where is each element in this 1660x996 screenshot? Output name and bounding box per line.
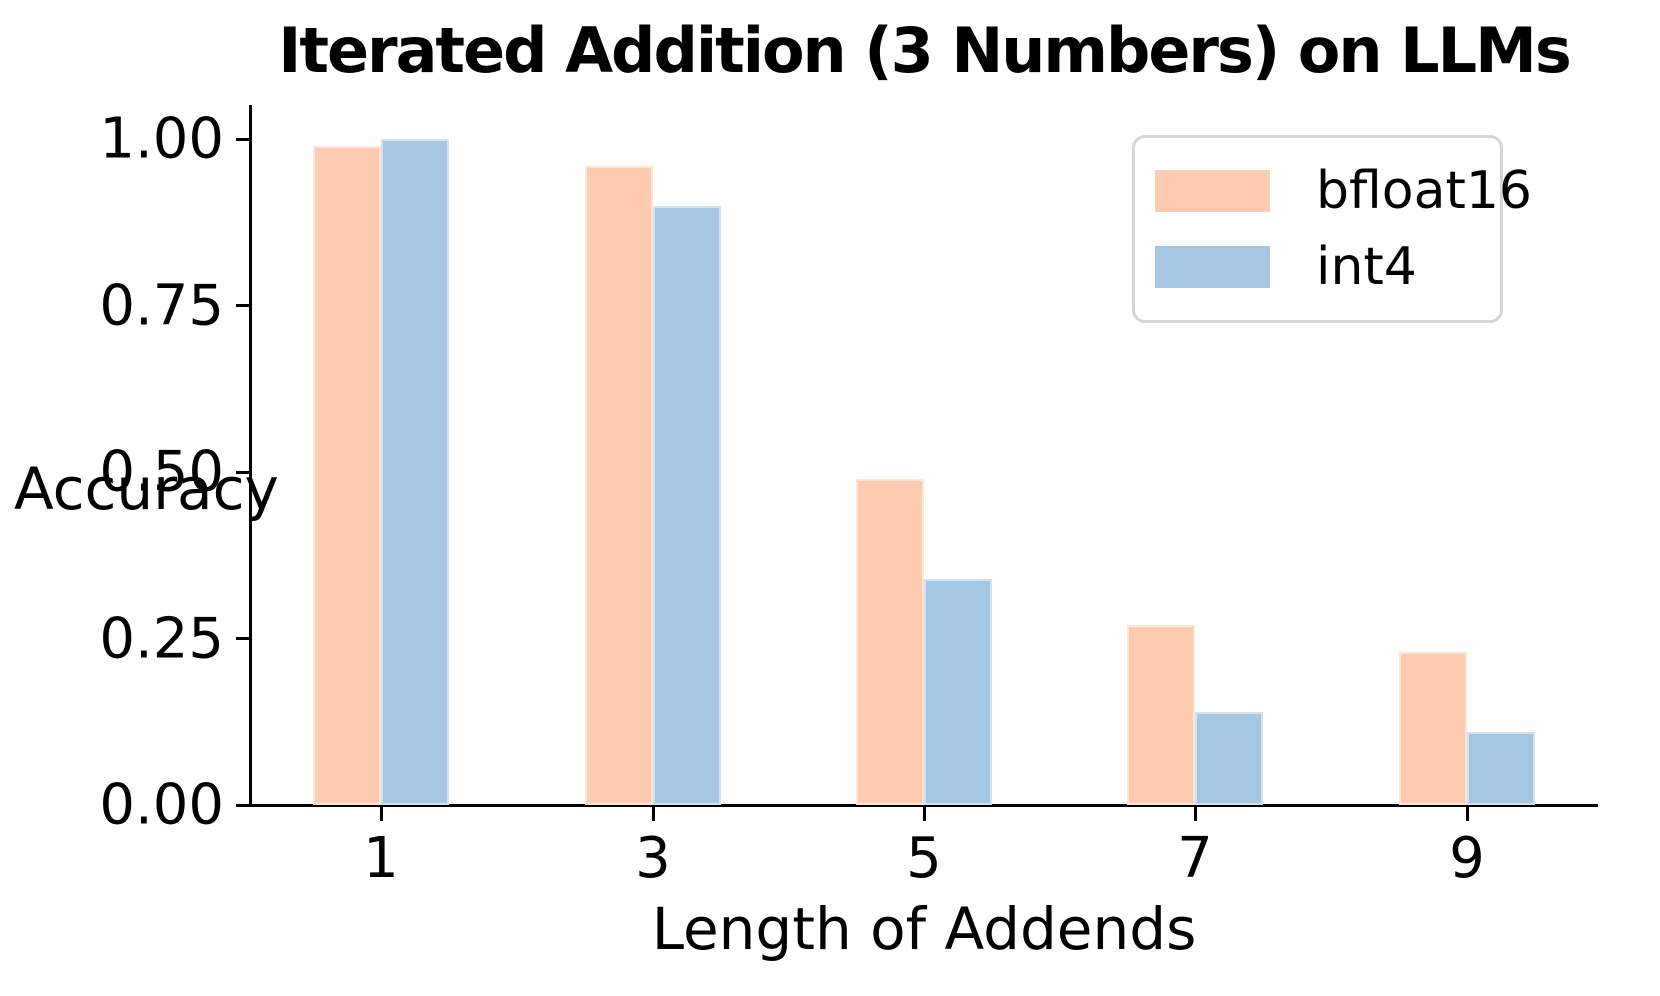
x-tick-mark-5: [922, 807, 926, 821]
y-axis-label: Accuracy: [14, 455, 279, 523]
y-tick-mark-0.25: [236, 637, 250, 640]
x-tick-label-1: 1: [363, 826, 399, 891]
bar-bfloat16-x7: [1127, 625, 1195, 805]
x-tick-mark-9: [1465, 807, 1469, 821]
y-tick-label-0.00: 0.00: [99, 772, 224, 838]
legend-item-bfloat16: bfloat16: [1155, 161, 1532, 221]
x-tick-mark-1: [379, 807, 383, 821]
legend-item-int4: int4: [1155, 237, 1500, 297]
bar-bfloat16-x5: [856, 479, 924, 805]
legend: bfloat16 int4: [1132, 135, 1532, 323]
x-tick-mark-7: [1193, 807, 1197, 821]
bar-bfloat16-x1: [313, 146, 381, 805]
y-tick-label-0.50: 0.50: [99, 439, 224, 505]
bar-bfloat16-x3: [585, 166, 653, 805]
x-tick-label-3: 3: [635, 826, 671, 891]
legend-swatch-bfloat16: [1155, 169, 1270, 212]
bar-int4-x9: [1467, 732, 1535, 805]
bar-int4-x7: [1195, 712, 1263, 805]
y-tick-mark-1.00: [236, 137, 250, 141]
x-tick-label-9: 9: [1449, 826, 1485, 891]
x-tick-label-5: 5: [906, 826, 942, 891]
y-tick-label-0.75: 0.75: [99, 273, 224, 338]
legend-label-bfloat16: bfloat16: [1316, 160, 1532, 221]
y-tick-label-1.00: 1.00: [99, 106, 224, 172]
x-tick-label-7: 7: [1177, 826, 1213, 891]
y-tick-mark-0.75: [236, 304, 250, 307]
legend-label-int4: int4: [1316, 237, 1417, 298]
bar-int4-x3: [653, 206, 721, 805]
bar-int4-x1: [381, 139, 449, 805]
bar-bfloat16-x9: [1399, 652, 1467, 805]
x-tick-mark-3: [651, 807, 655, 821]
y-tick-mark-0.00: [236, 803, 250, 807]
y-tick-label-0.25: 0.25: [99, 606, 224, 671]
bar-int4-x5: [924, 579, 992, 805]
x-axis-spine: [249, 804, 1598, 807]
y-axis-spine: [249, 105, 252, 807]
legend-swatch-int4: [1155, 246, 1270, 289]
chart-title: Iterated Addition (3 Numbers) on LLMs: [278, 14, 1571, 87]
x-axis-label: Length of Addends: [651, 895, 1197, 963]
y-tick-mark-0.50: [236, 470, 250, 474]
